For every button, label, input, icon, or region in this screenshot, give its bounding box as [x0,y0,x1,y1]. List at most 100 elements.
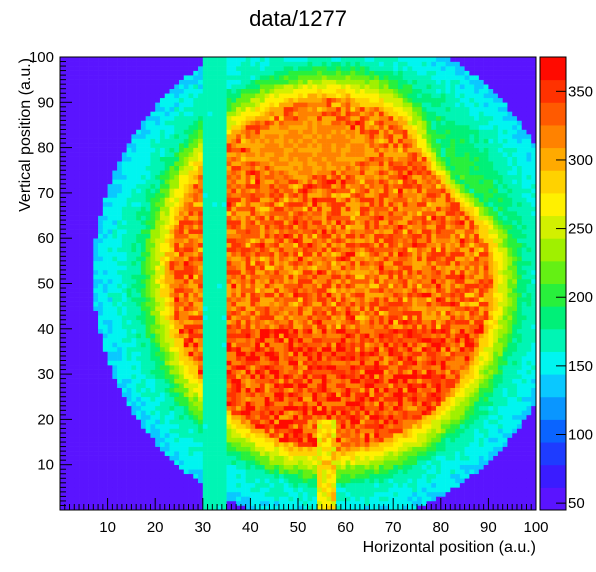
heatmap-cell [150,451,156,456]
heatmap-cell [98,383,104,388]
heatmap-cell [236,97,242,103]
heatmap-cell [188,297,194,302]
heatmap-cell [236,333,242,339]
heatmap-cell [88,324,94,330]
heatmap-cell [98,396,104,402]
heatmap-cell [245,224,251,230]
heatmap-cell [112,102,118,108]
heatmap-cell [269,482,275,488]
heatmap-cell [193,183,199,189]
heatmap-cell [155,306,161,311]
heatmap-cell [245,70,251,76]
heatmap-cell [112,57,118,62]
heatmap-cell [278,242,285,248]
heatmap-cell [221,333,227,339]
heatmap-cell [169,269,175,275]
heatmap-cell [293,124,299,130]
heatmap-cell [274,297,280,302]
heatmap-cell [188,233,194,239]
heatmap-cell [131,378,137,384]
heatmap-cell [207,378,213,384]
heatmap-cell [121,152,127,157]
heatmap-cell [226,224,232,230]
heatmap-cell [212,505,218,511]
heatmap-cell [255,265,261,271]
heatmap-cell [240,84,246,90]
heatmap-cell [164,432,170,438]
heatmap-cell [140,174,146,180]
heatmap-cell [69,292,75,298]
heatmap-cell [198,260,204,266]
heatmap-cell [250,460,256,465]
heatmap-cell [107,274,113,280]
heatmap-cell [64,66,70,71]
heatmap-cell [159,138,166,144]
heatmap-cell [212,238,218,244]
heatmap-cell [136,179,142,185]
heatmap-cell [159,487,166,493]
heatmap-cell [145,446,151,452]
heatmap-cell [217,505,223,511]
heatmap-cell [255,115,261,121]
heatmap-cell [202,333,208,339]
heatmap-cell [217,115,223,121]
heatmap-cell [174,174,180,180]
heatmap-cell [93,274,99,280]
heatmap-cell [74,156,80,162]
heatmap-cell [293,369,299,375]
heatmap-cell [293,442,299,447]
heatmap-cell [188,405,194,411]
heatmap-cell [212,419,218,425]
heatmap-cell [169,120,175,126]
heatmap-cell [155,84,161,90]
heatmap-cell [250,292,256,298]
heatmap-cell [207,383,213,388]
heatmap-cell [183,464,189,470]
heatmap-cell [107,355,113,361]
heatmap-cell [150,106,156,112]
heatmap-cell [79,396,85,402]
heatmap-cell [164,57,170,62]
heatmap-cell [278,491,285,497]
heatmap-cell [136,102,142,108]
heatmap-cell [159,387,166,393]
heatmap-cell [264,297,270,302]
heatmap-cell [278,188,285,194]
heatmap-cell [226,428,232,434]
heatmap-cell [179,292,185,298]
heatmap-cell [274,170,280,176]
heatmap-cell [283,206,289,212]
heatmap-cell [259,292,265,298]
heatmap-cell [179,478,185,484]
heatmap-cell [112,111,118,117]
heatmap-cell [83,306,89,311]
heatmap-cell [102,88,108,94]
heatmap-cell [198,288,204,293]
heatmap-cell [174,138,180,144]
heatmap-cell [283,301,289,307]
heatmap-cell [74,197,80,203]
heatmap-cell [145,134,151,139]
heatmap-cell [274,129,280,135]
heatmap-cell [202,134,208,139]
heatmap-cell [145,192,151,198]
heatmap-cell [159,451,166,456]
heatmap-cell [212,473,218,479]
heatmap-cell [193,292,199,298]
heatmap-cell [131,242,137,248]
heatmap-cell [145,333,151,339]
heatmap-cell [140,278,146,284]
heatmap-cell [202,220,208,225]
heatmap-cell [293,224,299,230]
heatmap-cell [188,278,194,284]
heatmap-cell [193,242,199,248]
heatmap-cell [255,346,261,352]
heatmap-cell [202,401,208,407]
heatmap-cell [136,469,142,475]
heatmap-cell [217,192,223,198]
heatmap-cell [274,274,280,280]
heatmap-cell [150,147,156,153]
heatmap-cell [293,387,299,393]
heatmap-cell [117,328,123,334]
heatmap-cell [150,260,156,266]
